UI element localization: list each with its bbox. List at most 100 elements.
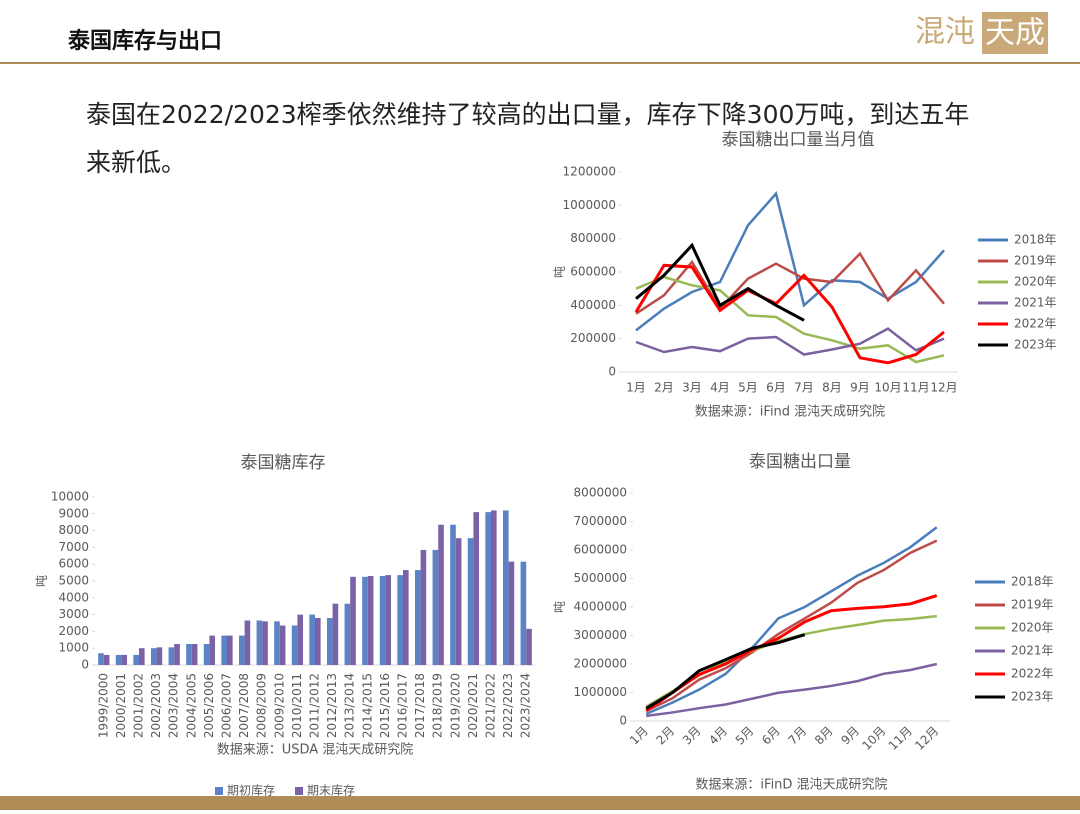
footer-bar [0,796,1080,810]
line-series [634,263,945,365]
bar [315,617,321,665]
x-tick-label: 10月 [874,381,901,395]
source-note: 数据来源：iFind 混沌天成研究院 [695,405,885,420]
x-tick-label: 2013/2014 [343,673,357,738]
x-tick-label: 2006/2007 [220,673,234,738]
bar [191,644,198,665]
line-series [635,242,805,322]
bar [115,654,122,665]
bar [309,614,315,665]
x-tick-label: 1月 [627,724,651,748]
bar [186,644,192,665]
bar [473,512,480,665]
y-tick-label: 800000 [570,231,616,245]
logo-left: 混沌 [915,15,975,50]
legend-label: 期初库存 [227,783,275,798]
paragraph-line: 来新低。 [86,148,186,177]
chart-title: 泰国糖出口量当月值 [722,130,875,150]
bar [485,512,491,665]
legend-label: 2021年 [1014,296,1057,310]
source-note: 数据来源：USDA 混沌天成研究院 [217,743,414,758]
y-tick-label: 6000000 [574,543,627,557]
bar [174,644,180,665]
line-series [635,327,945,356]
x-tick-label: 2014/2015 [360,673,374,738]
y-tick-label: 2000 [58,624,89,638]
y-tick-label: 1000000 [563,198,616,212]
legend-label: 2019年 [1011,598,1054,612]
bar [397,575,403,665]
y-tick-label: 600000 [570,265,616,279]
x-tick-label: 2008/2009 [255,673,269,738]
x-tick-label: 2017/2018 [413,673,427,738]
x-tick-label: 2000/2001 [114,673,128,738]
y-tick-label: 3000000 [574,628,627,642]
x-tick-label: 2月 [654,381,674,395]
x-tick-label: 2003/2004 [167,673,181,738]
legend-swatch [215,787,223,795]
legend-label: 2019年 [1014,254,1057,268]
x-tick-label: 2010/2011 [290,673,304,738]
line-series [645,633,806,710]
legend-swatch [295,787,303,795]
bar [209,635,216,665]
x-tick-label: 12月 [912,724,941,753]
y-tick-label: 8000 [58,523,89,537]
bar [121,654,128,665]
x-tick-label: 4月 [706,724,730,748]
x-tick-label: 1999/2000 [96,673,110,738]
legend-label: 2021年 [1011,644,1054,658]
chart-title: 泰国糖库存 [241,453,326,473]
bar [520,561,527,665]
x-tick-label: 8月 [822,381,842,395]
x-tick-label: 2019/2020 [448,673,462,738]
legend-label: 2023年 [1011,690,1054,704]
bar [221,635,227,665]
paragraph-line: 泰国在2022/2023榨季依然维持了较高的出口量，库存下降300万吨，到达五年 [86,100,969,129]
legend-label: 2020年 [1011,621,1054,635]
x-tick-label: 11月 [886,724,915,753]
bar [279,625,286,665]
x-tick-label: 12月 [930,381,957,395]
x-tick-label: 2023/2024 [519,673,533,738]
bar [238,635,245,665]
bar [432,549,439,665]
bar [256,620,263,665]
x-tick-label: 3月 [682,381,702,395]
x-tick-label: 10月 [859,724,888,753]
x-tick-label: 5月 [738,381,758,395]
bar [139,648,145,665]
source-note: 数据来源：iFinD 混沌天成研究院 [695,778,887,793]
y-tick-label: 5000000 [574,571,627,585]
bar [156,647,163,665]
x-tick-label: 2018/2019 [431,673,445,738]
x-tick-label: 9月 [838,724,862,748]
y-tick-label: 5000 [58,574,89,588]
bar [467,538,474,665]
line-series [635,275,945,364]
bar [379,575,386,665]
y-tick-label: 4000 [58,590,89,604]
bar [133,654,139,665]
y-tick-label: 1200000 [563,165,616,179]
bar [491,510,497,665]
y-tick-label: 2000000 [574,657,627,671]
y-axis-label: 吨 [553,601,567,613]
logo-right: 天成 [985,16,1045,51]
y-tick-label: 1000 [58,641,89,655]
x-tick-label: 11月 [902,381,929,395]
y-tick-label: 3000 [58,607,89,621]
x-tick-label: 8月 [812,724,836,748]
bar [420,549,427,665]
x-tick-label: 2001/2002 [132,673,146,738]
bar [203,644,210,665]
line-series [646,662,938,718]
line-series [645,526,938,716]
y-tick-label: 6000 [58,557,89,571]
x-tick-label: 6月 [759,724,783,748]
x-tick-label: 7月 [794,381,814,395]
bar [103,654,110,665]
x-tick-label: 2004/2005 [184,673,198,738]
y-tick-label: 0 [619,714,627,728]
